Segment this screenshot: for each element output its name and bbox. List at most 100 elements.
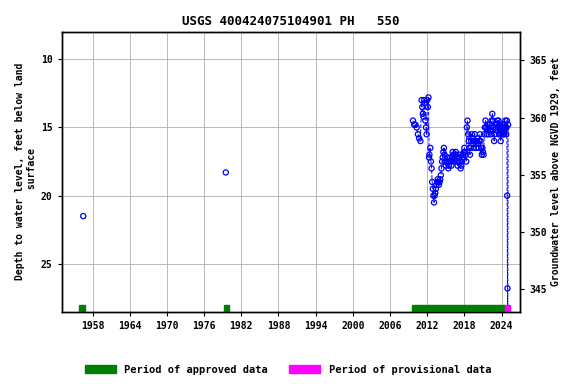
- Point: [456, 165, 465, 171]
- Point: [443, 159, 452, 165]
- Point: [475, 131, 484, 137]
- Legend: Period of approved data, Period of provisional data: Period of approved data, Period of provi…: [81, 361, 495, 379]
- Point: [485, 122, 494, 128]
- Point: [423, 97, 432, 103]
- Point: [434, 179, 443, 185]
- Point: [448, 154, 457, 161]
- Point: [487, 131, 496, 137]
- Point: [442, 154, 452, 161]
- Point: [487, 118, 497, 124]
- Point: [490, 131, 499, 137]
- Point: [457, 159, 467, 165]
- Point: [424, 94, 433, 101]
- Point: [457, 162, 466, 169]
- Point: [497, 124, 506, 131]
- Point: [503, 122, 513, 128]
- Point: [445, 159, 454, 165]
- Point: [475, 138, 484, 144]
- Point: [446, 159, 456, 165]
- Point: [418, 104, 427, 110]
- Point: [420, 100, 429, 106]
- Point: [461, 152, 470, 158]
- Point: [438, 159, 447, 165]
- Point: [476, 145, 486, 151]
- Point: [502, 118, 511, 124]
- Point: [221, 169, 230, 175]
- Point: [430, 199, 439, 205]
- Point: [503, 285, 512, 291]
- Point: [463, 124, 472, 131]
- Point: [423, 104, 433, 110]
- Point: [489, 124, 498, 131]
- Point: [433, 176, 442, 182]
- Point: [450, 159, 459, 165]
- Point: [449, 152, 458, 158]
- Point: [455, 152, 464, 158]
- Point: [500, 122, 509, 128]
- Point: [418, 111, 427, 117]
- Point: [438, 154, 448, 161]
- Point: [429, 192, 438, 199]
- Y-axis label: Groundwater level above NGVD 1929, feet: Groundwater level above NGVD 1929, feet: [551, 57, 561, 286]
- Point: [483, 127, 492, 133]
- Point: [492, 118, 502, 124]
- Point: [463, 118, 472, 124]
- Point: [411, 122, 420, 128]
- Point: [415, 135, 424, 141]
- Point: [490, 138, 499, 144]
- Point: [494, 118, 503, 124]
- Title: USGS 400424075104901 PH   550: USGS 400424075104901 PH 550: [182, 15, 400, 28]
- Point: [454, 154, 464, 161]
- Point: [408, 118, 418, 124]
- Point: [448, 149, 457, 155]
- Point: [446, 154, 455, 161]
- Point: [499, 124, 508, 131]
- Point: [417, 97, 426, 103]
- Bar: [224, 305, 229, 311]
- Bar: [79, 305, 85, 311]
- Point: [503, 308, 513, 314]
- Point: [425, 154, 434, 161]
- Point: [449, 154, 458, 161]
- Point: [495, 127, 505, 133]
- Point: [496, 138, 505, 144]
- Point: [431, 190, 440, 196]
- Point: [427, 179, 437, 185]
- Point: [474, 145, 483, 151]
- Point: [476, 138, 485, 144]
- Point: [496, 131, 505, 137]
- Point: [435, 179, 444, 185]
- Point: [460, 145, 469, 151]
- Point: [420, 118, 430, 124]
- Point: [488, 111, 497, 117]
- Point: [473, 135, 482, 141]
- Point: [499, 122, 508, 128]
- Y-axis label: Depth to water level, feet below land
 surface: Depth to water level, feet below land su…: [15, 63, 37, 280]
- Point: [432, 182, 441, 188]
- Point: [465, 152, 475, 158]
- Point: [471, 131, 480, 137]
- Point: [482, 131, 491, 137]
- Point: [500, 124, 509, 131]
- Point: [468, 135, 477, 141]
- Point: [453, 159, 463, 165]
- Point: [480, 124, 490, 131]
- Bar: [505, 305, 510, 311]
- Point: [450, 152, 460, 158]
- Point: [502, 124, 511, 131]
- Point: [440, 152, 449, 158]
- Point: [499, 127, 509, 133]
- Point: [472, 138, 482, 144]
- Point: [497, 127, 506, 133]
- Point: [466, 145, 475, 151]
- Point: [498, 131, 507, 137]
- Point: [444, 165, 453, 171]
- Point: [484, 124, 494, 131]
- Point: [436, 172, 445, 178]
- Point: [483, 122, 492, 128]
- Point: [435, 176, 445, 182]
- Point: [439, 149, 448, 155]
- Point: [461, 159, 471, 165]
- Point: [412, 124, 421, 131]
- Point: [501, 124, 510, 131]
